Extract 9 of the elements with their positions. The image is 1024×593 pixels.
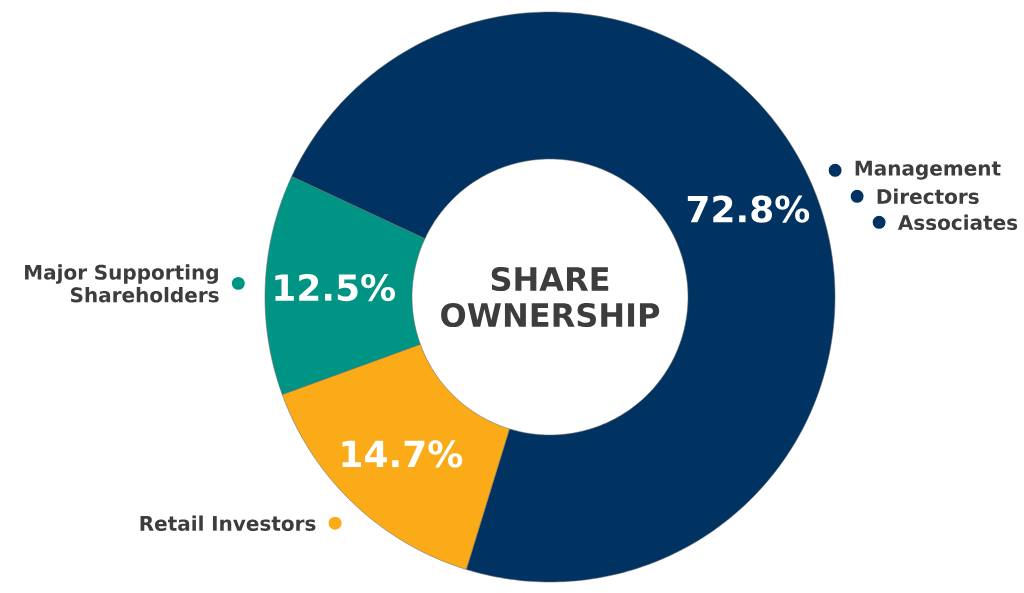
- text: Associates: [897, 214, 1018, 231]
- text: Directors: [877, 188, 979, 205]
- data-label: 14.7%: [342, 440, 463, 468]
- data-label: 72.8%: [687, 195, 810, 223]
- text: SHARE OWNERSHIP: [441, 266, 660, 328]
- legend-label: Major Supporting Shareholders: [25, 264, 219, 303]
- data-label: 12.5%: [275, 273, 396, 302]
- legend-label: Retail Investors: [140, 515, 316, 531]
- slice-label: Management: [855, 160, 1001, 180]
